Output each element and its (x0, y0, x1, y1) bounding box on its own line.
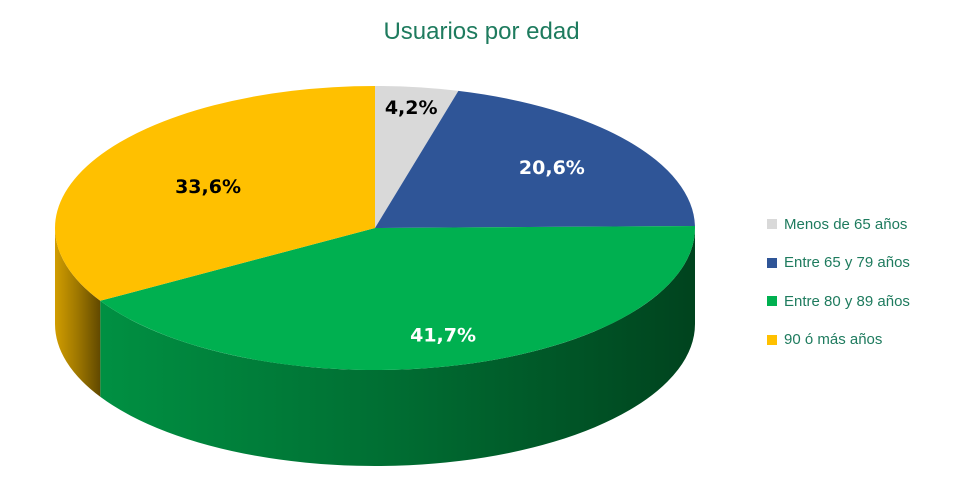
legend-swatch (767, 334, 777, 345)
pie-side-3 (55, 228, 101, 397)
slice-label-1: 20,6% (519, 157, 585, 179)
pie-side-2 (100, 228, 696, 466)
legend-label: Entre 80 y 89 años (784, 292, 910, 310)
slice-label-2: 41,7% (410, 325, 476, 347)
legend-label: 90 ó más años (784, 331, 883, 349)
legend-swatch (767, 296, 777, 307)
legend-item-2: Entre 80 y 89 años (767, 282, 910, 321)
pie-slice-3 (55, 86, 376, 301)
slice-label-3: 33,6% (175, 176, 241, 198)
slice-label-0: 4,2% (385, 97, 438, 119)
legend-item-0: Menos de 65 años (767, 205, 910, 244)
pie-slice-1 (375, 90, 695, 229)
legend-item-1: Entre 65 y 79 años (767, 244, 910, 283)
chart-title: Usuarios por edad (383, 18, 580, 45)
pie-slice-0 (375, 86, 459, 228)
pie-slice-2 (100, 225, 696, 370)
legend-swatch (767, 219, 777, 230)
legend: Menos de 65 años Entre 65 y 79 años Entre … (767, 205, 910, 359)
legend-label: Menos de 65 años (784, 215, 908, 233)
legend-swatch (767, 257, 777, 268)
legend-label: Entre 65 y 79 años (784, 254, 910, 272)
legend-item-3: 90 ó más años (767, 321, 910, 360)
